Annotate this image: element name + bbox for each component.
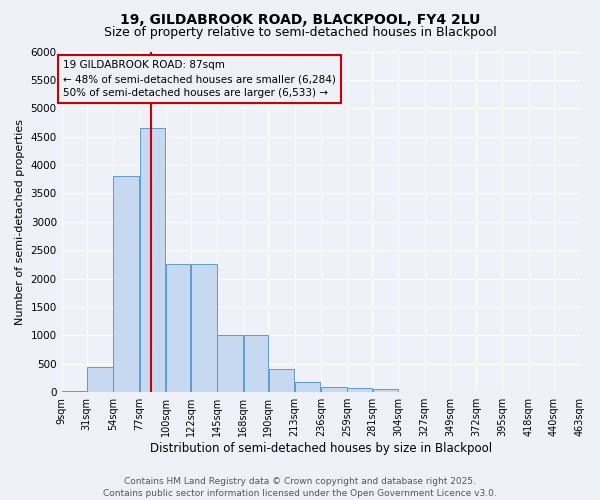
X-axis label: Distribution of semi-detached houses by size in Blackpool: Distribution of semi-detached houses by … (150, 442, 492, 455)
Bar (217, 336, 243, 392)
Bar (140, 128, 165, 392)
Text: 19, GILDABROOK ROAD, BLACKPOOL, FY4 2LU: 19, GILDABROOK ROAD, BLACKPOOL, FY4 2LU (120, 12, 480, 26)
Text: Size of property relative to semi-detached houses in Blackpool: Size of property relative to semi-detach… (104, 26, 496, 39)
Bar (191, 264, 217, 392)
Bar (62, 390, 86, 392)
Text: 19 GILDABROOK ROAD: 87sqm
← 48% of semi-detached houses are smaller (6,284)
50% : 19 GILDABROOK ROAD: 87sqm ← 48% of semi-… (63, 60, 335, 98)
Bar (373, 390, 398, 392)
Bar (166, 264, 190, 392)
Y-axis label: Number of semi-detached properties: Number of semi-detached properties (15, 119, 25, 325)
Bar (347, 388, 372, 392)
Text: Contains HM Land Registry data © Crown copyright and database right 2025.
Contai: Contains HM Land Registry data © Crown c… (103, 476, 497, 498)
Bar (269, 370, 294, 392)
Bar (244, 336, 268, 392)
Bar (113, 176, 139, 392)
Bar (87, 366, 113, 392)
Bar (321, 386, 347, 392)
Bar (295, 382, 320, 392)
